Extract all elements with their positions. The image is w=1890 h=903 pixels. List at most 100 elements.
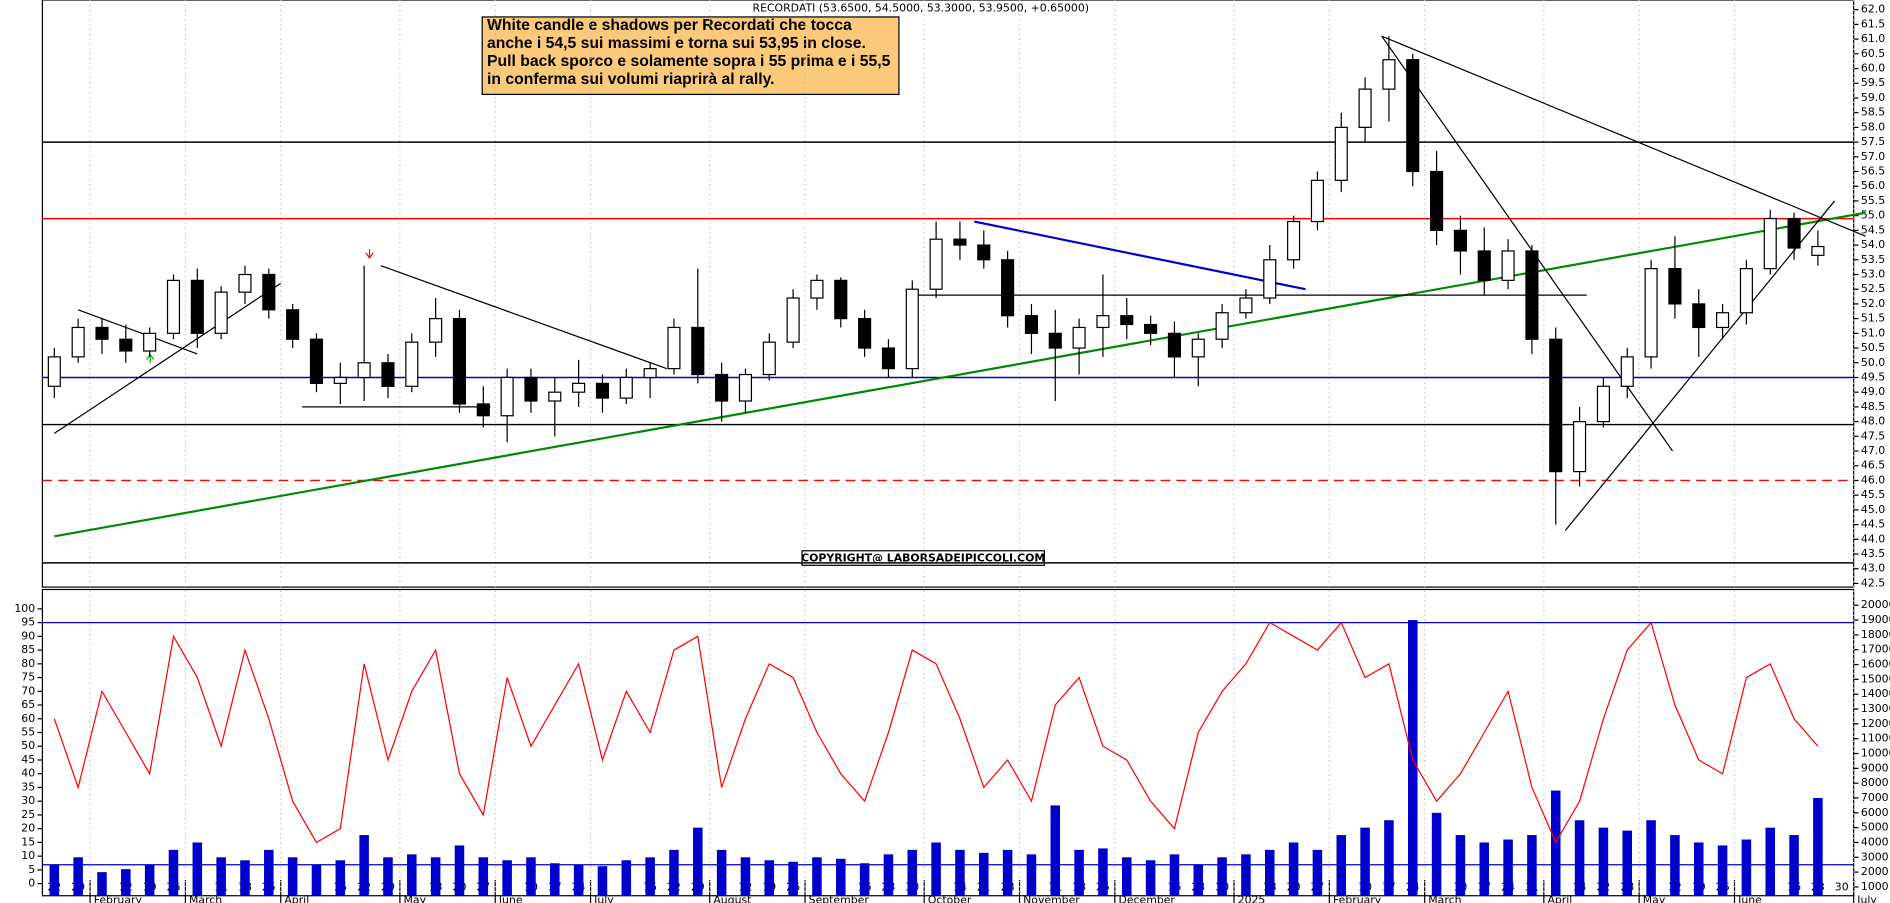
- annotation-line: anche i 54,5 sui massimi e torna sui 53,…: [487, 35, 866, 52]
- candle-body: [214, 291, 228, 334]
- candle-body: [1477, 250, 1491, 281]
- candle-body: [643, 368, 657, 379]
- candle-body: [691, 326, 705, 376]
- y-tick-label: 46.5: [1861, 459, 1885, 472]
- volume-bar: [216, 857, 226, 896]
- volume-bar: [454, 845, 465, 896]
- y-tick-label: 75: [21, 671, 35, 684]
- y-tick-label: 70: [21, 684, 35, 697]
- volume-bar: [1336, 835, 1347, 896]
- candle-body: [1072, 326, 1086, 349]
- x-month-label: May: [404, 894, 427, 903]
- candle-body: [977, 244, 991, 261]
- candle-body: [667, 326, 681, 370]
- candle-body: [238, 273, 252, 293]
- volume-bar: [1026, 854, 1037, 896]
- x-month-label: June: [1737, 894, 1762, 903]
- y-tick-label: 47.0: [1861, 444, 1885, 457]
- y-tick-label: 56.5: [1861, 165, 1885, 178]
- y2-tick-label: 16000: [1861, 658, 1890, 671]
- y-tick-label: 58.5: [1861, 106, 1885, 119]
- y-tick-label: 50: [21, 739, 35, 752]
- candle-body: [1358, 88, 1372, 128]
- y-tick-label: 80: [21, 657, 35, 670]
- candle-body: [190, 279, 204, 334]
- y-tick-label: 44.0: [1861, 532, 1885, 545]
- candle-body: [309, 338, 324, 384]
- trendline: [1564, 200, 1836, 531]
- volume-bar: [907, 849, 918, 896]
- annotation-line: in conferma sui volumi riaprirà al rally…: [487, 71, 775, 88]
- volume-bar: [764, 860, 775, 896]
- candle-body: [1382, 59, 1396, 90]
- y-tick-label: 59.5: [1861, 76, 1885, 89]
- volume-bar: [192, 842, 203, 896]
- volume-bar: [955, 849, 965, 896]
- candle-body: [1191, 338, 1205, 358]
- y2-tick-label: 1000: [1861, 880, 1889, 893]
- y2-tick-label: 17000: [1861, 643, 1890, 656]
- x-month-label: February: [94, 894, 143, 903]
- y2-tick-label: 9000: [1861, 761, 1889, 774]
- volume-bar: [1264, 849, 1275, 896]
- volume-bar: [240, 860, 250, 896]
- volume-bar: [1622, 830, 1633, 896]
- volume-bar: [1527, 835, 1537, 896]
- volume-bar: [1717, 845, 1728, 896]
- volume-bar: [121, 869, 131, 896]
- annotation-line: White candle e shadows per Recordati che…: [487, 17, 852, 34]
- volume-bar: [1169, 854, 1180, 896]
- candle-body: [1573, 421, 1587, 473]
- candle-body: [715, 373, 729, 402]
- x-tick-label: 30: [1835, 880, 1849, 893]
- candle-body: [1120, 315, 1134, 326]
- trendline: [54, 211, 1866, 538]
- candle-body: [1525, 250, 1539, 340]
- volume-bar: [1288, 842, 1299, 896]
- candle-body: [1668, 268, 1682, 305]
- y-tick-label: 43.0: [1861, 562, 1885, 575]
- y-tick-label: 43.5: [1861, 547, 1885, 560]
- y2-tick-label: 3000: [1861, 850, 1889, 863]
- price-panel: [41, 0, 1855, 588]
- x-month-label: April: [1547, 894, 1572, 903]
- y-tick-label: 52.0: [1861, 297, 1885, 310]
- candle-body: [524, 376, 538, 402]
- volume-bar: [311, 864, 322, 896]
- x-month-label: March: [189, 894, 222, 903]
- candle-body: [1787, 217, 1801, 249]
- volume-bar: [264, 849, 274, 896]
- candle-body: [572, 382, 586, 393]
- y-tick-label: 48.0: [1861, 415, 1885, 428]
- volume-bar: [1217, 857, 1227, 896]
- volume-bar: [1765, 827, 1776, 896]
- copyright-box: [801, 550, 1045, 566]
- y-tick-label: 62.0: [1861, 3, 1885, 16]
- volume-bar: [335, 860, 346, 896]
- candle-body: [1239, 297, 1253, 314]
- candle-body: [357, 362, 371, 379]
- candle-body: [1287, 220, 1301, 261]
- y2-tick-label: 10000: [1861, 747, 1890, 760]
- annotation-line: Pull back sporco e solamente sopra i 55 …: [487, 53, 891, 70]
- x-month-label: August: [713, 894, 751, 903]
- y-tick-label: 20: [21, 822, 35, 835]
- trendline: [53, 282, 282, 434]
- y-tick-label: 61.0: [1861, 32, 1885, 45]
- y2-tick-label: 8000: [1861, 776, 1889, 789]
- trendline: [1381, 35, 1866, 237]
- candle-body: [1644, 268, 1658, 358]
- volume-bar: [645, 857, 655, 896]
- volume-bar: [788, 861, 798, 896]
- volume-bar: [1503, 839, 1513, 896]
- y-tick-label: 65: [21, 698, 35, 711]
- volume-bar: [73, 857, 83, 896]
- volume-bar: [1455, 835, 1466, 896]
- y-tick-label: 10: [21, 849, 35, 862]
- candle-body: [1620, 356, 1634, 387]
- volume-bar: [1384, 820, 1394, 896]
- volume-bar: [502, 860, 512, 896]
- volume-bar: [1813, 797, 1823, 896]
- candle-body: [1716, 312, 1730, 329]
